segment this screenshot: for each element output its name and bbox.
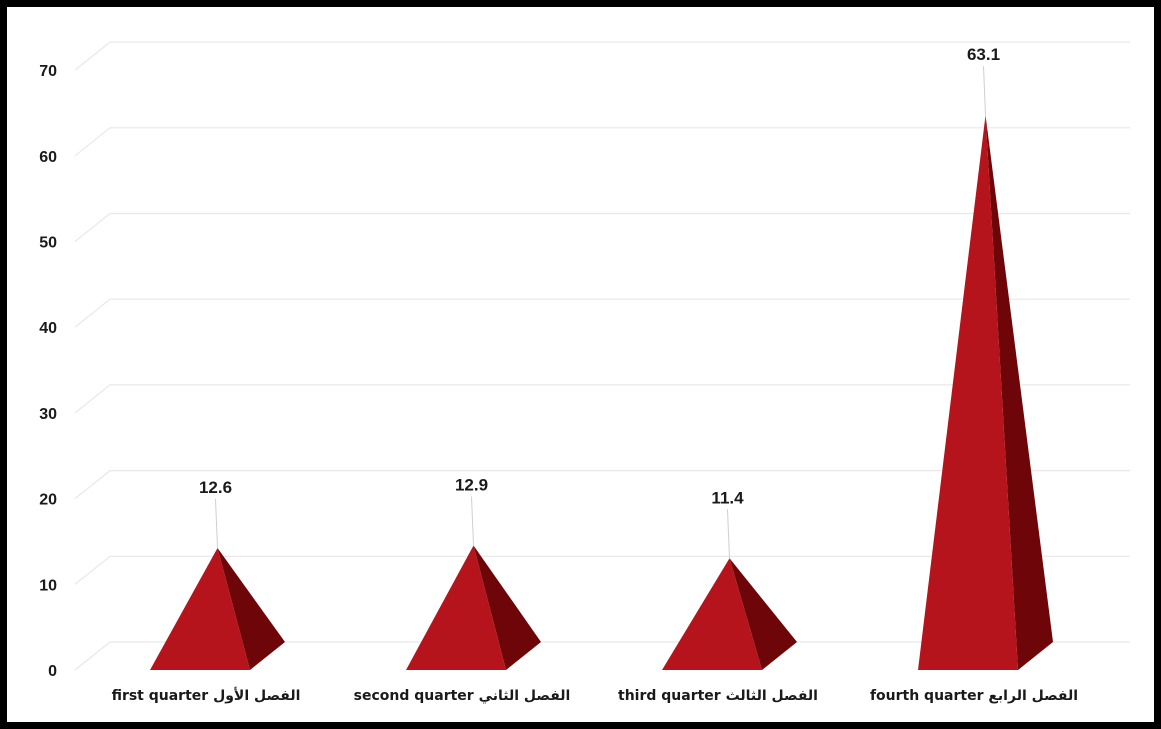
gridline [74,384,1130,414]
y-tick-label: 60 [39,149,57,166]
bar [150,548,285,670]
x-category-label: second quarter الفصل الثاني [354,688,571,704]
y-tick-label: 10 [39,577,57,594]
bar-front-face [662,558,762,670]
y-tick-label: 70 [39,63,57,80]
data-label-leader [983,66,986,116]
y-tick-label: 20 [39,492,57,509]
data-label-leader [727,509,730,559]
bars [150,115,1053,670]
y-tick-label: 50 [39,235,57,252]
bar-side-face [729,558,797,670]
gridline [74,470,1130,500]
bar [406,545,541,670]
y-tick-label: 30 [39,406,57,423]
y-tick-label: 40 [39,320,57,337]
bar [662,558,797,670]
y-axis-ticks: 0 10 20 30 40 50 60 70 [39,63,57,680]
gridline [74,41,1130,71]
gridline [74,127,1130,157]
bar-side-face [217,548,285,670]
data-label: 63.1 [967,45,1000,64]
data-label: 11.4 [711,488,744,507]
data-label-leader [215,498,218,549]
data-label: 12.6 [199,478,232,497]
data-labels: 12.6 12.9 11.4 63.1 [199,45,1000,559]
bar [918,115,1053,670]
x-category-label: fourth quarter الفصل الرابع [870,688,1078,704]
x-category-label: first quarter الفصل الأول [112,687,301,704]
gridline [74,212,1130,242]
bar-front-face [406,545,506,670]
gridline [74,555,1130,585]
data-label-leader [471,496,474,546]
category-labels: first quarter الفصل الأول second quarter … [112,687,1078,704]
bar-side-face [473,545,541,670]
bar-side-face [985,115,1053,670]
x-category-label: third quarter الفصل الثالث [618,688,818,704]
data-label: 12.9 [455,475,488,494]
y-tick-label: 0 [48,663,57,680]
bar-front-face [150,548,250,670]
gridline [74,298,1130,328]
bar-front-face [918,115,1018,670]
